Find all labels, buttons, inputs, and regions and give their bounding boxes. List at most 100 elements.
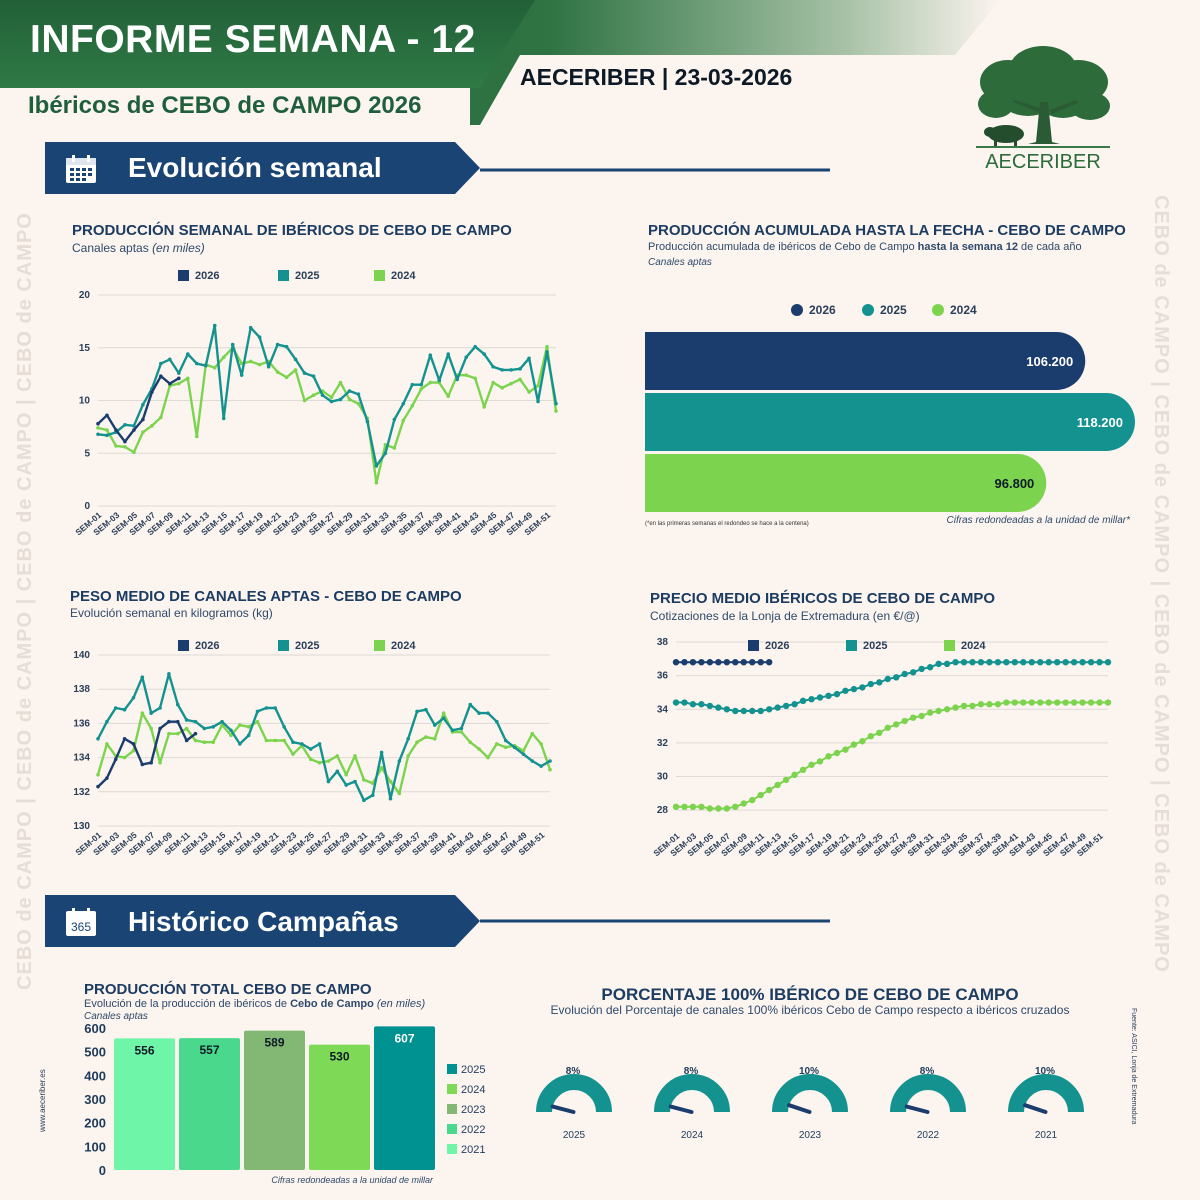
data-point-2026 (175, 719, 180, 724)
data-point-2025 (1028, 658, 1035, 666)
data-point-2024 (419, 387, 424, 391)
data-point-2025 (1053, 658, 1061, 666)
legend-label: 2026 (765, 640, 789, 652)
data-point-2025 (397, 759, 402, 763)
data-point-2024 (1037, 699, 1044, 706)
data-point-2024 (473, 376, 477, 381)
gauge-year-label: 2021 (1035, 1130, 1058, 1141)
data-point-2026 (689, 658, 697, 666)
data-point-2025 (833, 690, 841, 698)
data-point-2024 (370, 781, 375, 786)
data-point-2025 (901, 670, 908, 678)
data-point-2024 (545, 344, 549, 349)
data-point-2025 (468, 702, 473, 707)
y-tick-label: 38 (657, 637, 669, 648)
bar-2026 (645, 332, 1086, 390)
website-link[interactable]: www.aeceriber.es (38, 1069, 47, 1132)
data-point-2026 (167, 719, 171, 724)
data-point-2024 (432, 736, 437, 741)
data-point-2024 (503, 745, 508, 750)
data-point-2025 (140, 675, 145, 680)
source-note: Fuente: ASICI, Lonja de Extremadura (1130, 1008, 1137, 1125)
data-point-2025 (353, 779, 357, 784)
data-point-2025 (774, 704, 781, 711)
series-line-2025 (97, 324, 558, 468)
data-point-2024 (799, 766, 807, 774)
legend-label: 2024 (461, 1084, 485, 1096)
gauge-arc (890, 1074, 966, 1113)
data-point-2025 (464, 355, 468, 360)
y-tick-label: 140 (73, 650, 90, 661)
data-point-2024 (202, 740, 207, 745)
y-tick-label: 132 (73, 787, 90, 798)
data-point-2024 (548, 767, 552, 772)
data-point-2025 (131, 695, 136, 700)
data-point-2025 (1104, 658, 1112, 666)
gauge-needle (550, 1104, 576, 1114)
data-point-2025 (392, 417, 397, 422)
legend-swatch (278, 640, 289, 651)
data-point-2025 (401, 401, 406, 406)
data-point-2024 (791, 771, 798, 779)
data-point-2024 (150, 424, 154, 428)
data-point-2025 (193, 719, 198, 724)
data-point-2024 (415, 740, 419, 745)
data-point-2025 (715, 704, 722, 711)
data-point-2025 (473, 344, 477, 349)
data-point-2026 (757, 658, 764, 666)
data-point-2025 (918, 665, 925, 673)
gauge-needle (787, 1103, 812, 1114)
gauge-arc (654, 1074, 730, 1113)
data-point-2025 (455, 377, 460, 382)
series-line-2024 (97, 345, 558, 485)
data-point-2024 (715, 805, 722, 812)
chart6-title: PORCENTAJE 100% IBÉRICO DE CEBO DE CAMPO (601, 985, 1019, 1004)
data-point-2025 (388, 796, 393, 801)
data-point-2024 (282, 738, 286, 743)
data-point-2025 (539, 764, 543, 768)
data-point-2025 (105, 433, 109, 438)
data-point-2024 (1104, 699, 1112, 706)
gauge-value-label: 10% (1035, 1066, 1055, 1077)
data-point-2025 (266, 364, 271, 369)
data-point-2024 (833, 749, 841, 757)
data-point-2025 (1096, 658, 1103, 666)
data-point-2025 (379, 750, 384, 755)
data-point-2025 (291, 740, 295, 745)
bar-value-label: 530 (329, 1050, 349, 1064)
series-line-2024 (676, 701, 1108, 810)
data-point-2025 (335, 769, 340, 774)
gauge-needle (904, 1104, 930, 1114)
gauge-year-label: 2025 (563, 1130, 586, 1141)
y-tick-label: 28 (657, 805, 669, 816)
data-point-2024 (353, 754, 357, 758)
bar-2025 (374, 1026, 435, 1170)
data-point-2025 (495, 719, 499, 724)
data-point-2024 (338, 380, 343, 385)
data-point-2025 (842, 687, 849, 694)
data-point-2025 (491, 364, 495, 369)
average-price-chart: 283032343638SEM-01SEM-03SEM-05SEM-07SEM-… (651, 637, 1112, 858)
data-point-2026 (184, 738, 189, 743)
data-point-2025 (1020, 658, 1027, 666)
data-point-2024 (530, 731, 535, 736)
data-point-2025 (503, 738, 508, 743)
data-point-2025 (459, 726, 464, 731)
data-point-2025 (765, 706, 773, 713)
data-point-2026 (141, 417, 145, 422)
chart5-subtitle2: Canales aptas (84, 1011, 148, 1022)
cumulative-production-chart: 2026 2025 2024 106.200 118.200 96.800 (*en las… (645, 303, 1135, 527)
bar-value-label: 607 (394, 1031, 414, 1045)
data-point-2024 (131, 748, 136, 753)
y-tick-label: 134 (73, 753, 90, 764)
bar-2021 (114, 1038, 175, 1170)
data-point-2024 (193, 738, 198, 743)
bar-2023 (244, 1030, 305, 1170)
chart3-title: PESO MEDIO DE CANALES APTAS - CEBO DE CA… (70, 588, 462, 605)
data-point-2024 (1053, 699, 1061, 706)
gauge-value-label: 8% (566, 1066, 581, 1077)
legend-dot (862, 304, 874, 316)
data-point-2025 (229, 728, 233, 733)
legend-swatch (447, 1064, 457, 1074)
data-point-2025 (1045, 658, 1052, 666)
